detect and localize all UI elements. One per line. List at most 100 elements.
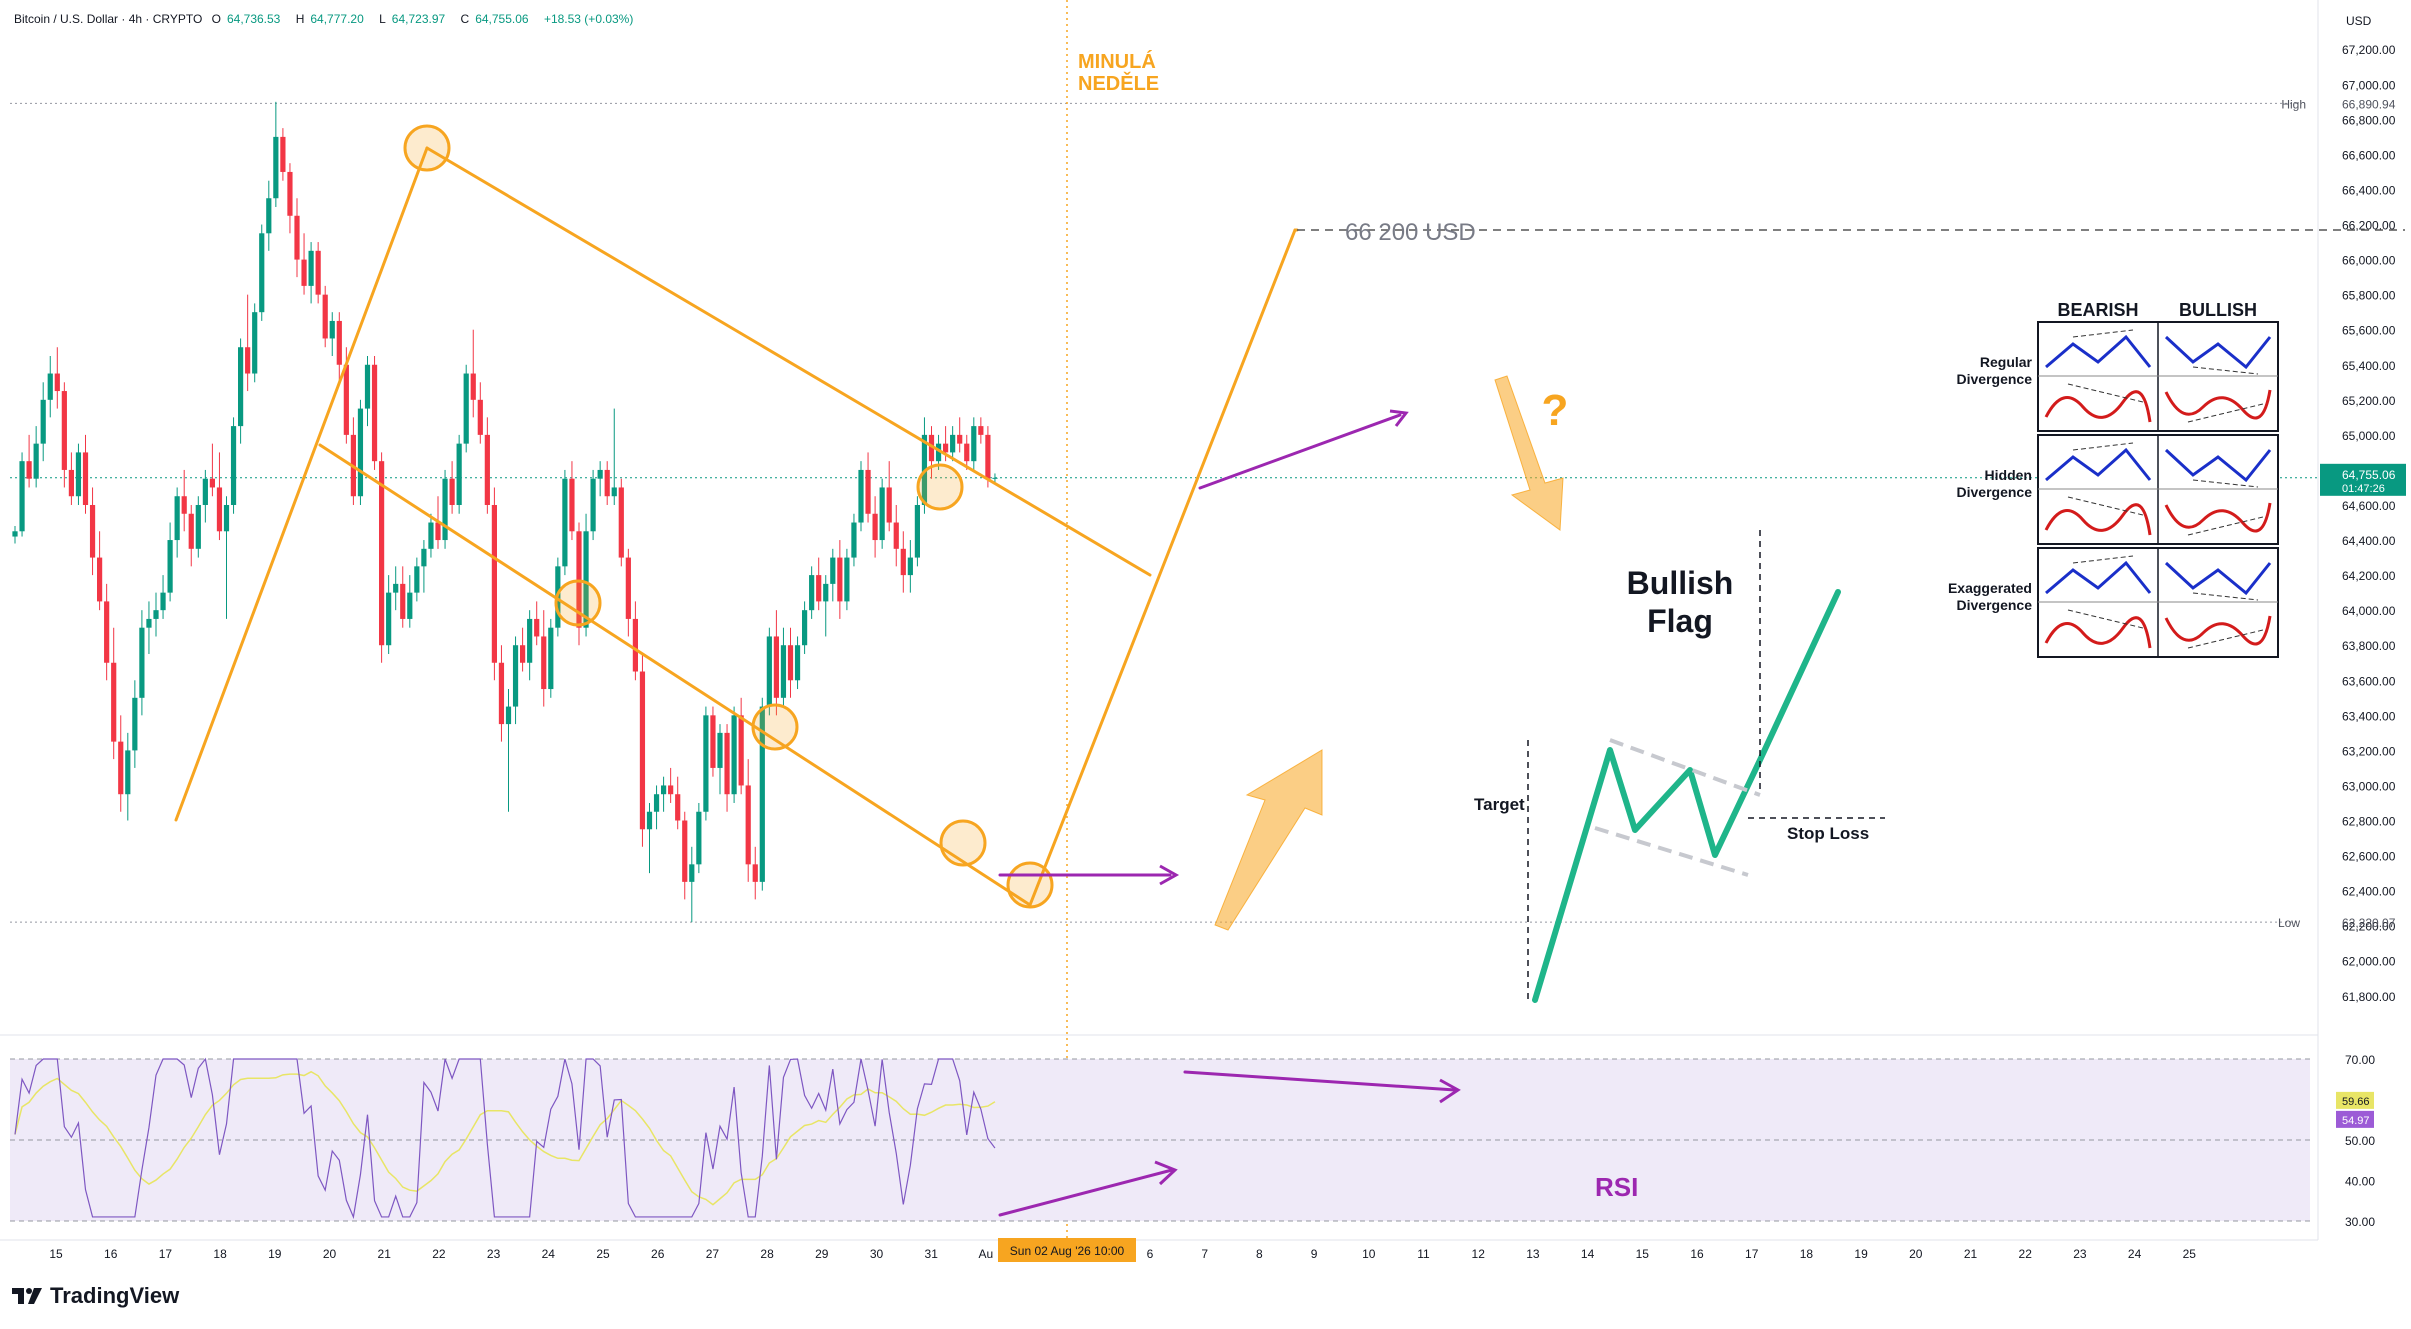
price-tick-label: 63,800.00 [2342,639,2396,653]
price-tick-label: 67,000.00 [2342,78,2396,92]
candle-body [167,540,173,593]
purple-divergence-line [1198,413,1402,490]
candle-body [590,478,596,532]
date-tick-label: 14 [1581,1247,1595,1261]
candle-body [343,364,349,435]
divergence-red-osc-icon [2164,502,2272,533]
candle-body [985,434,991,479]
candle-body [541,636,547,690]
candle-body [470,373,476,400]
rsi-ma-line [14,1070,996,1206]
date-tick-label: 16 [1690,1247,1704,1261]
candle-body [245,347,251,374]
candle-body [950,434,956,453]
candle-body [273,136,279,199]
date-tick-label: 24 [542,1247,556,1261]
date-tick-label: 29 [815,1247,829,1261]
rsi-band [10,1059,2310,1221]
flag-upper-line [1609,738,1761,797]
candle-body [710,715,716,768]
candle-body [675,794,681,821]
current-price-tag [2320,463,2406,496]
candle-body [886,487,892,523]
price-tick-label: 65,600.00 [2342,324,2396,338]
candle-body [830,557,836,584]
rsi-ma-value: 54.97 [2342,1115,2370,1127]
candle-body [89,504,96,558]
date-tick-label: 12 [1472,1247,1486,1261]
pivot-circle [554,579,602,627]
candle-body [400,583,406,619]
candle-body [484,434,490,505]
rsi-bullish-line [998,1168,1174,1217]
date-tick-label: 28 [760,1247,774,1261]
price-tick-label: 66,400.00 [2342,183,2396,197]
candle-body [992,477,998,479]
tradingview-logo[interactable]: TradingView [12,1283,179,1309]
price-tick-label: 66,200.00 [2342,219,2396,233]
candle-body [308,250,314,286]
tradingview-logo-icon [12,1288,42,1304]
divergence-red-osc-icon [2044,616,2152,649]
candle-body [294,215,300,260]
candle-body [661,785,667,795]
divergence-blue-price-icon [2045,334,2152,369]
divergence-dash-icon [2187,516,2264,536]
candle-body [639,671,646,830]
candle-body [322,294,328,339]
open-label: O [211,12,221,26]
candle-body [816,575,822,602]
candle-body [54,373,60,392]
candle-body [943,443,949,453]
date-tick-label: 22 [2019,1247,2033,1261]
channel-upper-line [425,146,1152,577]
candle-body [928,434,935,462]
candle-body [491,504,497,663]
breakout-line [1028,228,1297,907]
candle-body [935,443,942,462]
rsi-label: RSI [1595,1172,1638,1202]
price-tick-label: 62,200.00 [2342,920,2396,934]
candle-body [146,618,152,628]
symbol-title[interactable]: Bitcoin / U.S. Dollar · 4h · CRYPTO [14,12,203,26]
candle-body [47,373,53,400]
rsi-divergence-line [1183,1070,1457,1092]
candle-body [703,715,709,812]
candle-body [632,618,638,672]
price-tick-label: 66,600.00 [2342,148,2396,162]
low-label: L [379,12,386,26]
date-tick-label: 26 [651,1247,665,1261]
candle-body [393,583,399,593]
countdown-value: 01:47:26 [2342,483,2385,495]
candle-body [766,636,772,707]
candle-body [844,557,850,602]
candle-body [118,741,124,795]
candle-body [611,487,617,497]
price-tick-label: 63,200.00 [2342,744,2396,758]
candle-body [851,522,857,558]
candle-body [449,478,455,505]
candle-body [428,522,434,549]
candle-body [463,373,469,444]
candle-body [957,434,963,444]
low-value: 64,723.97 [391,12,446,26]
candle-body [181,496,187,514]
price-tick-label: 64,200.00 [2342,569,2396,583]
candle-body [75,452,82,497]
date-tick-label: Au [979,1247,994,1261]
current-price-value: 64,755.06 [2342,468,2396,482]
candle-body [752,864,758,882]
price-tick-label: 64,000.00 [2342,604,2396,618]
divergence-row-label: Regular [1980,354,2033,370]
candle-body [230,426,237,505]
date-tick-label: 10 [1362,1247,1376,1261]
candle-body [809,575,815,611]
candle-body [153,610,159,619]
divergence-red-osc-icon [2044,503,2152,536]
candle-body [604,469,610,497]
candle-body [266,198,272,234]
price-tick-label: 65,800.00 [2342,289,2396,303]
candle-body [12,531,18,537]
